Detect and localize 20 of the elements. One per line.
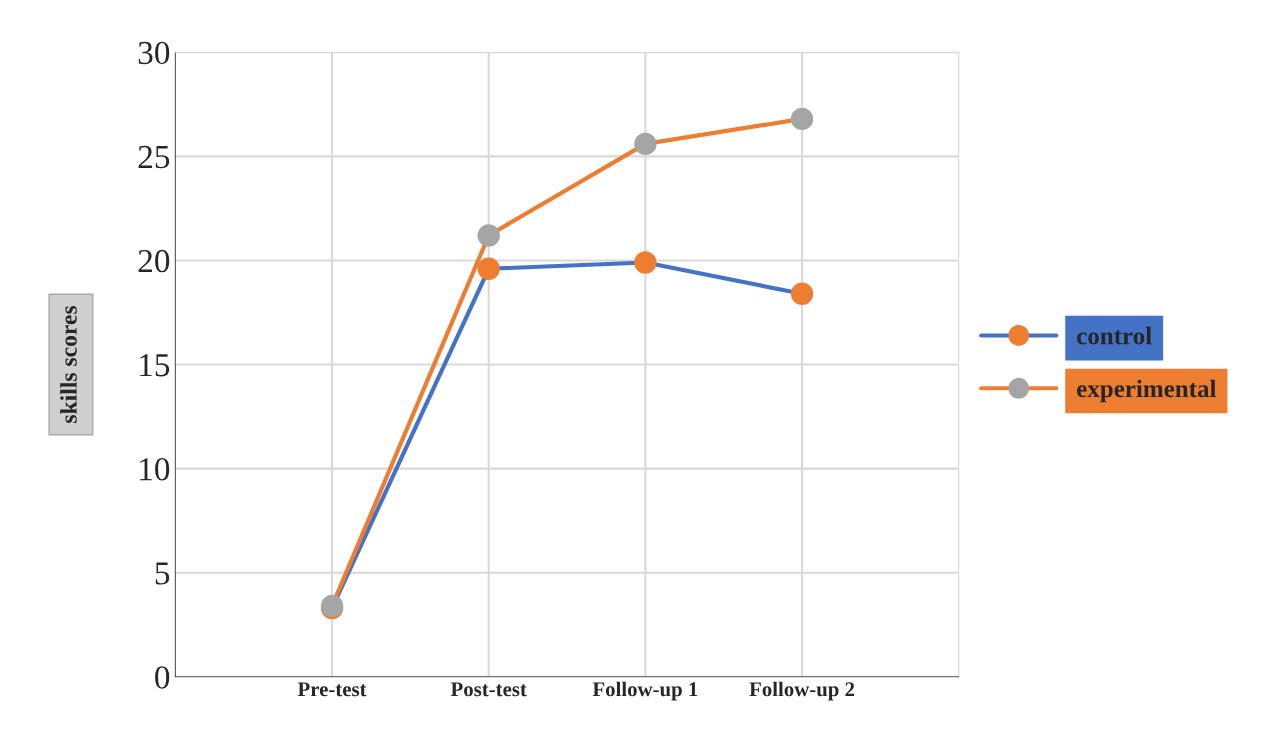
y-axis-title: skills scores (60, 305, 77, 423)
y-tick-label: 25 (138, 145, 170, 169)
point (790, 107, 814, 131)
y-tick-label: 30 (138, 41, 170, 65)
x-tick-label: Follow-up 1 (592, 681, 698, 701)
y-tick-label: 10 (140, 458, 170, 481)
point (634, 251, 657, 274)
x-tick-label: Follow-up 2 (749, 681, 855, 701)
y-tick-label: 15 (140, 354, 170, 377)
point (790, 282, 814, 305)
x-tick-label: Pre-test (297, 682, 367, 697)
x-tick-label: Post-test (450, 682, 527, 697)
y-tick-label: 0 (155, 666, 170, 689)
point (477, 224, 500, 247)
y-tick-label: 5 (155, 562, 170, 585)
point (477, 257, 500, 280)
legend-label: experimental (1077, 379, 1217, 403)
y-tick-label: 20 (138, 249, 170, 273)
legend-label: control (1077, 326, 1152, 345)
point (634, 132, 657, 156)
